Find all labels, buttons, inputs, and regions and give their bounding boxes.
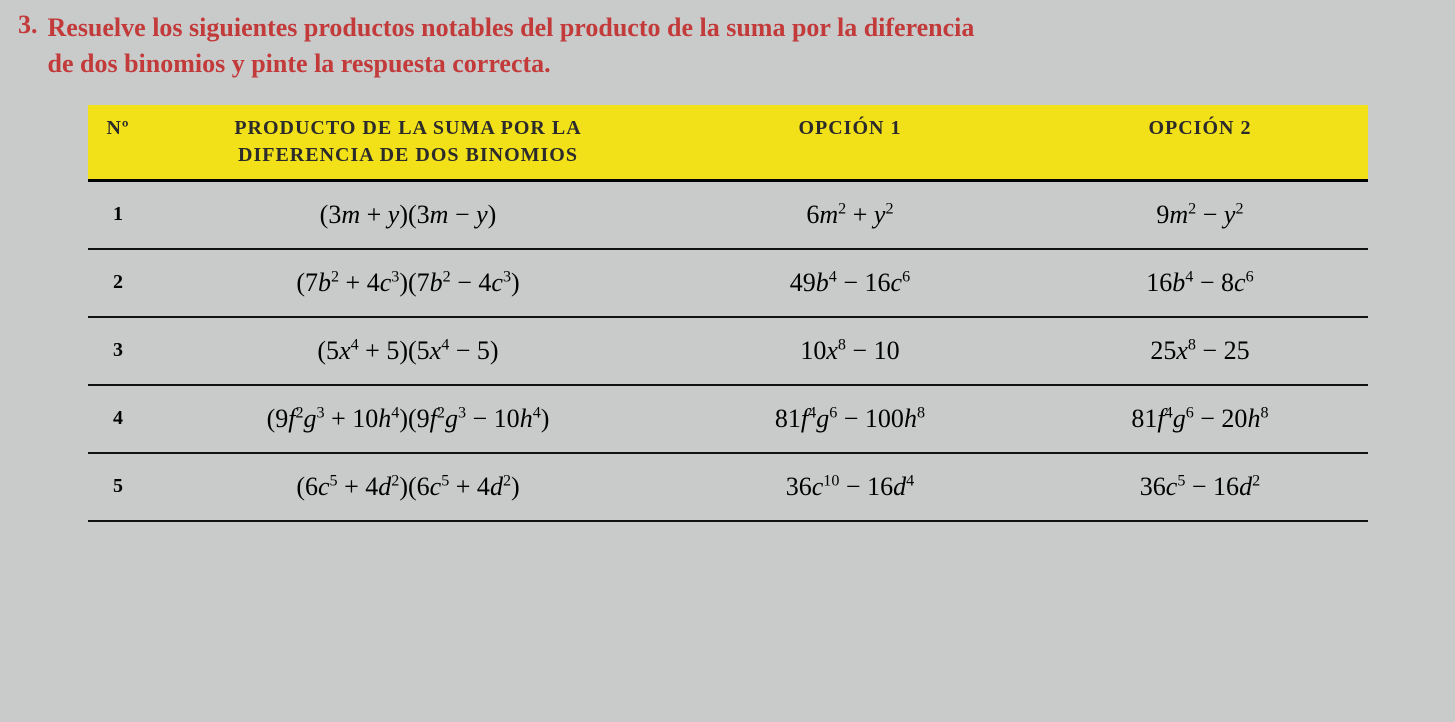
option-1-cell: 10x8 − 10 <box>668 317 1032 385</box>
table-row: 5(6c5 + 4d2)(6c5 + 4d2)36c10 − 16d436c5 … <box>88 453 1368 521</box>
col-product-line2: DIFERENCIA DE DOS BINOMIOS <box>238 144 578 166</box>
col-product: PRODUCTO DE LA SUMA POR LA DIFERENCIA DE… <box>148 105 668 181</box>
col-opt1: OPCIÓN 1 <box>668 105 1032 181</box>
exercise-table-wrap: Nº PRODUCTO DE LA SUMA POR LA DIFERENCIA… <box>88 105 1368 522</box>
table-row: 1(3m + y)(3m − y)6m2 + y29m2 − y2 <box>88 180 1368 249</box>
option-1-cell: 36c10 − 16d4 <box>668 453 1032 521</box>
col-product-line1: PRODUCTO DE LA SUMA POR LA <box>234 117 581 139</box>
row-number: 5 <box>88 453 148 521</box>
prompt-number: 3. <box>18 10 38 83</box>
exercise-prompt: 3. Resuelve los siguientes productos not… <box>18 10 1437 83</box>
product-cell: (3m + y)(3m − y) <box>148 180 668 249</box>
prompt-line-2: de dos binomios y pinte la respuesta cor… <box>48 49 551 78</box>
row-number: 1 <box>88 180 148 249</box>
table-body: 1(3m + y)(3m − y)6m2 + y29m2 − y22(7b2 +… <box>88 180 1368 521</box>
col-opt2: OPCIÓN 2 <box>1032 105 1368 181</box>
row-number: 4 <box>88 385 148 453</box>
option-1-cell: 49b4 − 16c6 <box>668 249 1032 317</box>
table-row: 4(9f2g3 + 10h4)(9f2g3 − 10h4)81f4g6 − 10… <box>88 385 1368 453</box>
product-cell: (6c5 + 4d2)(6c5 + 4d2) <box>148 453 668 521</box>
option-2-cell: 16b4 − 8c6 <box>1032 249 1368 317</box>
table-header-row: Nº PRODUCTO DE LA SUMA POR LA DIFERENCIA… <box>88 105 1368 181</box>
table-row: 3(5x4 + 5)(5x4 − 5)10x8 − 1025x8 − 25 <box>88 317 1368 385</box>
row-number: 3 <box>88 317 148 385</box>
option-1-cell: 6m2 + y2 <box>668 180 1032 249</box>
option-2-cell: 25x8 − 25 <box>1032 317 1368 385</box>
row-number: 2 <box>88 249 148 317</box>
option-2-cell: 9m2 − y2 <box>1032 180 1368 249</box>
option-2-cell: 36c5 − 16d2 <box>1032 453 1368 521</box>
product-cell: (5x4 + 5)(5x4 − 5) <box>148 317 668 385</box>
prompt-line-1: Resuelve los siguientes productos notabl… <box>48 13 975 42</box>
product-cell: (7b2 + 4c3)(7b2 − 4c3) <box>148 249 668 317</box>
exercise-table: Nº PRODUCTO DE LA SUMA POR LA DIFERENCIA… <box>88 105 1368 522</box>
product-cell: (9f2g3 + 10h4)(9f2g3 − 10h4) <box>148 385 668 453</box>
option-2-cell: 81f4g6 − 20h8 <box>1032 385 1368 453</box>
option-1-cell: 81f4g6 − 100h8 <box>668 385 1032 453</box>
prompt-text: Resuelve los siguientes productos notabl… <box>48 10 975 83</box>
col-num: Nº <box>88 105 148 181</box>
table-row: 2(7b2 + 4c3)(7b2 − 4c3)49b4 − 16c616b4 −… <box>88 249 1368 317</box>
